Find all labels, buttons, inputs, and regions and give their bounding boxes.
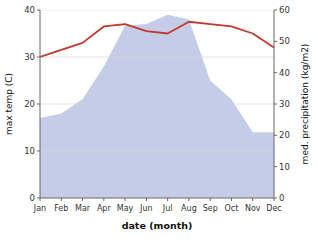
axes: 0 10 20 30 40 0 10 20 30 40 50 60 Jan Feb Mar Apr May Jun… <box>24 5 290 213</box>
grid-line <box>40 151 274 152</box>
x-tick <box>40 198 41 201</box>
x-tick-label: Oct <box>225 204 239 213</box>
x-tick <box>188 198 189 201</box>
y2-tick-label: 30 <box>279 99 290 109</box>
x-tick <box>146 198 147 201</box>
x-tick-label: Nov <box>245 204 261 213</box>
x-tick <box>82 198 83 201</box>
x-tick <box>210 198 211 201</box>
y2-tick <box>274 166 277 167</box>
y-tick <box>37 151 40 152</box>
x-tick <box>61 198 62 201</box>
x-tick-label: Apr <box>97 204 112 213</box>
y2-tick-label: 20 <box>279 130 290 140</box>
x-tick-label: Jun <box>139 204 153 213</box>
y-tick-label: 40 <box>24 5 35 15</box>
y2-tick-label: 10 <box>279 162 290 172</box>
x-tick <box>252 198 253 201</box>
y2-tick <box>274 41 277 42</box>
grid-line <box>40 10 274 11</box>
x-axis-line <box>40 198 274 199</box>
x-tick-label: Aug <box>181 204 197 213</box>
temperature-line <box>40 22 274 57</box>
y-tick <box>37 10 40 11</box>
plot-area <box>40 10 274 198</box>
x-tick-label: Dec <box>266 204 281 213</box>
y-tick <box>37 57 40 58</box>
y-tick-label: 20 <box>24 99 35 109</box>
x-tick <box>103 198 104 201</box>
grid-line <box>40 104 274 105</box>
x-tick-label: May <box>117 204 134 213</box>
x-tick-label: Jul <box>162 204 173 213</box>
chart: 0 10 20 30 40 0 10 20 30 40 50 60 Jan Feb Mar Apr May Jun… <box>0 0 318 247</box>
x-tick <box>274 198 275 201</box>
grid-line <box>40 198 274 199</box>
y2-tick <box>274 104 277 105</box>
x-tick-label: Sep <box>203 204 218 213</box>
y-tick <box>37 104 40 105</box>
y-tick-label: 10 <box>24 146 35 156</box>
y2-tick <box>274 10 277 11</box>
y2-tick <box>274 72 277 73</box>
y-tick-label: 30 <box>24 52 35 62</box>
grid-line <box>40 57 274 58</box>
x-tick-label: Jan <box>33 204 46 213</box>
precipitation-area <box>40 15 274 198</box>
y2-tick <box>274 135 277 136</box>
y-axis-label: max temp (C) <box>4 73 14 135</box>
x-tick <box>231 198 232 201</box>
y2-tick-label: 0 <box>279 193 284 203</box>
y2-tick-label: 50 <box>279 36 290 46</box>
x-tick-label: Mar <box>75 204 91 213</box>
y-tick-label: 0 <box>30 193 35 203</box>
x-axis-label: date (month) <box>122 220 193 231</box>
x-tick <box>167 198 168 201</box>
x-tick-label: Feb <box>54 204 68 213</box>
y2-tick-label: 60 <box>279 5 290 15</box>
y2-axis-label: med. precipitation (kg/m2) <box>300 44 310 165</box>
y2-tick-label: 40 <box>279 68 290 78</box>
x-tick <box>125 198 126 201</box>
